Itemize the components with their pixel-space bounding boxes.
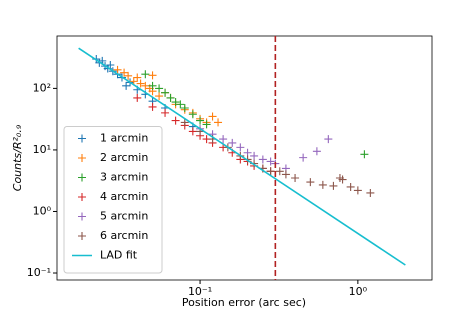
point [180, 104, 189, 113]
legend: 1 arcmin 2 arcmin 3 arcmin 4 arcmin 5 arcmin… [63, 126, 163, 274]
fit-line [78, 47, 406, 266]
point [318, 180, 327, 189]
point [346, 182, 355, 191]
point [266, 157, 275, 166]
point [250, 151, 259, 160]
point [148, 81, 157, 90]
legend-marker [78, 193, 86, 201]
point [312, 147, 321, 156]
legend-marker [78, 212, 86, 221]
legend-marker [78, 173, 86, 182]
point [196, 116, 205, 125]
legend-label: 6 arcmin [100, 229, 148, 242]
point [176, 100, 185, 109]
point [236, 143, 245, 152]
point [155, 84, 164, 93]
point [148, 102, 157, 111]
point [299, 153, 308, 162]
legend-label: 1 arcmin [100, 132, 148, 145]
point [180, 118, 189, 127]
point [106, 60, 115, 69]
plot-frame [56, 35, 433, 281]
x-axis-label: Position error (arc sec) [182, 296, 306, 309]
y-tick-label: 10² [33, 81, 51, 94]
point [214, 118, 223, 127]
legend-label: 2 arcmin [100, 151, 148, 164]
point [353, 186, 362, 195]
point [166, 93, 175, 102]
point [258, 155, 267, 164]
point [141, 81, 150, 90]
y-tick-label: 10⁰ [33, 204, 52, 217]
point [141, 70, 150, 79]
point [228, 138, 237, 147]
legend-label: 3 arcmin [100, 171, 148, 184]
legend-marker [78, 154, 86, 162]
point [202, 120, 211, 129]
legend-label: LAD fit [100, 249, 138, 262]
point [266, 167, 275, 176]
legend-label: 5 arcmin [100, 210, 148, 223]
legend-box [63, 126, 163, 274]
y-tick-label: 10¹ [33, 143, 51, 156]
point [329, 181, 338, 190]
point [120, 68, 129, 77]
legend-marker [78, 134, 86, 143]
point [133, 73, 142, 82]
point [338, 175, 347, 184]
point [188, 110, 197, 119]
series [180, 118, 375, 197]
point [360, 150, 369, 159]
point [219, 135, 228, 144]
series [113, 65, 223, 127]
y-tick-label: 10⁻¹ [27, 266, 51, 279]
point [208, 112, 217, 121]
series [141, 70, 369, 159]
legend-marker [78, 232, 86, 240]
point [148, 71, 157, 80]
point [161, 88, 170, 97]
point [122, 81, 131, 90]
y-axis-label: Counts/R²₀.₉ [11, 124, 24, 191]
x-tick-label: 10⁰ [349, 285, 368, 298]
point [188, 127, 197, 136]
point [155, 92, 164, 101]
point [281, 170, 290, 179]
legend-label: 4 arcmin [100, 190, 148, 203]
point [171, 98, 180, 107]
point [243, 148, 252, 157]
point [133, 93, 142, 102]
point [291, 173, 300, 182]
point [324, 135, 333, 144]
point [124, 71, 133, 80]
point [306, 178, 315, 187]
series [196, 124, 333, 173]
point [275, 167, 284, 176]
point [136, 79, 145, 88]
point [161, 108, 170, 117]
point [171, 116, 180, 125]
x-tick-label: 10⁻¹ [188, 285, 212, 298]
point [366, 188, 375, 197]
point [113, 65, 122, 74]
